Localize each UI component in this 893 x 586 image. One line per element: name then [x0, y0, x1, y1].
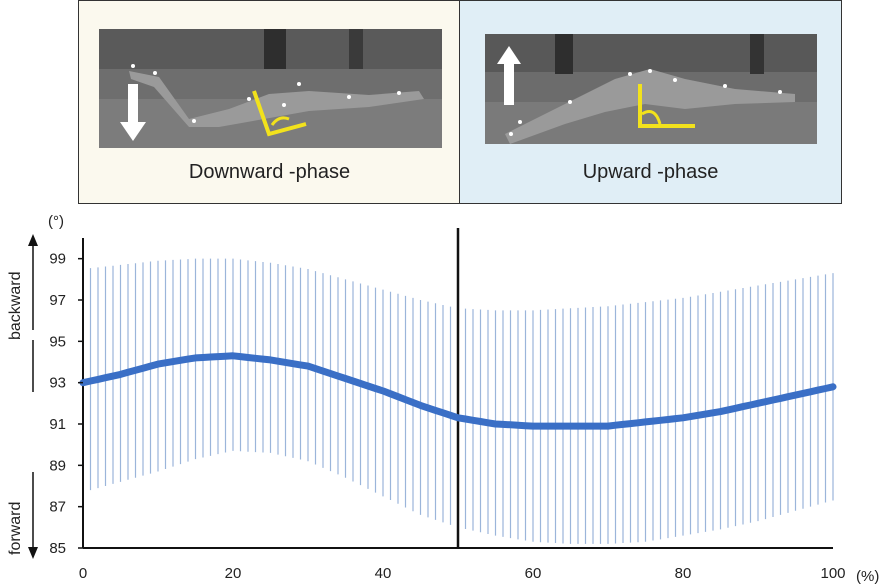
- forward-label: forward: [7, 502, 24, 555]
- x-tick-label: 0: [79, 565, 87, 582]
- y-tick-labels: 85 87 89 91 93 95 97 99: [49, 251, 83, 557]
- x-tick-label: 80: [675, 565, 692, 582]
- down-arrow-icon: [120, 84, 146, 141]
- y-tick-label: 95: [49, 333, 66, 350]
- y-tick-label: 91: [49, 416, 66, 433]
- y-tick-label: 87: [49, 499, 66, 516]
- upward-phase-panel: Upward -phase: [459, 0, 842, 204]
- downward-phase-panel: Downward -phase: [78, 0, 461, 204]
- backward-arrow-icon: [28, 234, 38, 246]
- y-tick-label: 97: [49, 292, 66, 309]
- backward-label: backward: [7, 272, 24, 340]
- x-tick-labels: 0 20 40 60 80 100: [79, 565, 846, 582]
- y-tick-label: 89: [49, 457, 66, 474]
- y-tick-label: 99: [49, 251, 66, 268]
- downward-phase-label: Downward -phase: [188, 161, 351, 183]
- y-tick-label: 93: [49, 375, 66, 392]
- y-unit-label: (°): [48, 213, 64, 230]
- angle-marker-icon: [252, 90, 307, 137]
- downward-phase-photo: [99, 29, 442, 148]
- mean-angle-line: [79, 352, 837, 430]
- direction-indicator: backward forward: [7, 234, 38, 559]
- y-tick-label: 85: [49, 540, 66, 557]
- x-tick-label: 60: [525, 565, 542, 582]
- x-tick-label: 40: [375, 565, 392, 582]
- forward-arrow-icon: [28, 547, 38, 559]
- angle-marker-icon: [638, 84, 695, 128]
- up-arrow-icon: [497, 46, 521, 105]
- x-unit-label: (%): [856, 568, 879, 585]
- upward-phase-photo: [485, 34, 817, 144]
- x-tick-label: 100: [820, 565, 845, 582]
- x-tick-label: 20: [225, 565, 242, 582]
- joint-angle-chart: 85 87 89 91 93 95 97 99 0 20 40 60 80 100 (°) (%) ba…: [7, 213, 879, 585]
- upward-phase-label: Upward -phase: [582, 161, 719, 183]
